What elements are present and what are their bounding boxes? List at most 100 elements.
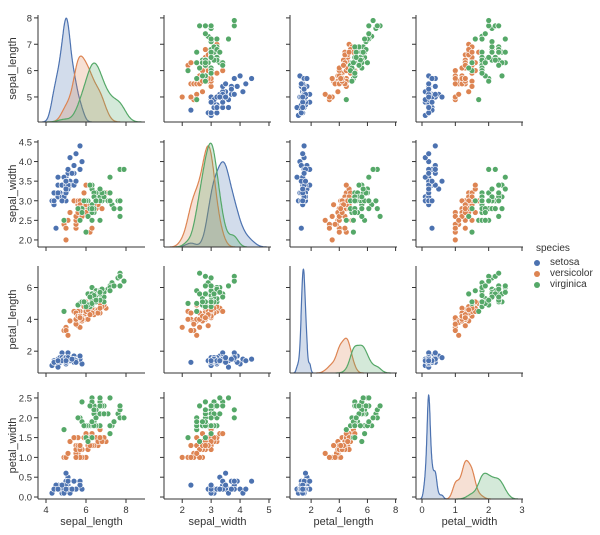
point-setosa [68,355,76,363]
point-setosa [62,185,70,193]
point-versicolor [66,209,74,216]
point-setosa [432,83,439,90]
point-versicolor [468,83,476,90]
point-virginica [482,217,489,224]
point-setosa [213,109,221,117]
x-tick-label: 3 [519,505,524,516]
point-setosa [62,485,70,493]
point-versicolor [465,306,472,313]
point-virginica [364,59,371,66]
point-versicolor [329,236,336,244]
point-setosa [303,75,311,82]
point-virginica [60,426,68,433]
point-virginica [193,418,200,425]
point-virginica [495,293,502,301]
point-setosa [239,88,247,95]
point-virginica [86,181,94,189]
point-setosa [248,478,255,485]
point-virginica [485,77,492,85]
point-virginica [216,410,224,417]
point-setosa [242,357,250,364]
point-setosa [299,104,306,111]
point-versicolor [202,314,209,321]
point-virginica [502,48,509,56]
point-virginica [360,48,367,56]
y-tick-label: 0.5 [19,473,32,484]
point-setosa [425,185,432,193]
point-setosa [225,104,232,111]
point-virginica [361,430,368,437]
point-setosa [438,354,446,361]
point-virginica [372,197,380,205]
legend-marker-versicolor [534,270,540,277]
x-tick-label: 1 [453,505,458,516]
point-virginica [502,174,509,181]
point-virginica [116,213,124,220]
point-virginica [196,270,203,277]
point-virginica [351,197,358,205]
point-setosa [76,481,84,489]
point-virginica [362,402,370,410]
point-setosa [76,352,84,360]
point-virginica [225,35,232,43]
kde-line-setosa [42,17,92,123]
point-virginica [196,64,203,72]
point-setosa [248,75,255,82]
point-virginica [495,270,502,277]
point-virginica [193,300,200,307]
point-virginica [219,62,226,69]
x-axis-label: sepal_length [60,516,122,528]
point-versicolor [66,317,74,325]
kde-line-virginica [335,344,391,374]
x-tick-label: 2 [180,505,185,516]
point-virginica [196,402,203,410]
point-virginica [199,72,206,80]
point-virginica [92,197,100,205]
point-setosa [425,80,432,88]
point-versicolor [202,442,209,449]
y-tick-label: 6 [27,66,32,77]
point-virginica [213,35,221,43]
point-virginica [353,414,360,421]
point-virginica [184,300,192,307]
point-virginica [210,290,218,298]
point-versicolor [184,316,192,323]
subplot-petal_width-vs-petal_length: 2 4 6 8 petal_length [286,392,398,528]
point-setosa [62,357,70,364]
point-virginica [213,402,221,410]
point-setosa [207,481,215,489]
x-tick-label: 4 [237,505,242,516]
point-setosa [76,142,84,150]
point-setosa [425,357,432,364]
point-setosa [299,197,306,205]
point-setosa [222,481,229,489]
legend-title: species [536,243,570,254]
point-setosa [207,357,215,364]
x-tick-label: 2 [308,505,313,516]
point-virginica [482,30,489,37]
point-virginica [193,59,200,66]
point-virginica [482,59,489,66]
y-tick-label: 2.5 [19,216,32,227]
point-setosa [58,197,66,205]
point-virginica [231,414,238,421]
point-virginica [216,394,224,402]
point-versicolor [468,48,476,56]
point-versicolor [193,91,200,98]
point-virginica [485,17,492,24]
point-setosa [428,225,436,232]
point-virginica [495,62,502,69]
point-versicolor [322,217,329,224]
point-virginica [92,297,100,304]
point-virginica [202,398,209,406]
point-versicolor [219,430,226,437]
point-virginica [478,69,486,77]
point-virginica [482,282,489,290]
point-virginica [116,205,124,212]
point-virginica [202,59,209,66]
point-virginica [120,277,128,285]
x-axis-label: sepal_width [188,516,246,528]
point-versicolor [462,314,469,321]
point-setosa [216,485,224,493]
x-axis-label: petal_width [442,516,498,528]
